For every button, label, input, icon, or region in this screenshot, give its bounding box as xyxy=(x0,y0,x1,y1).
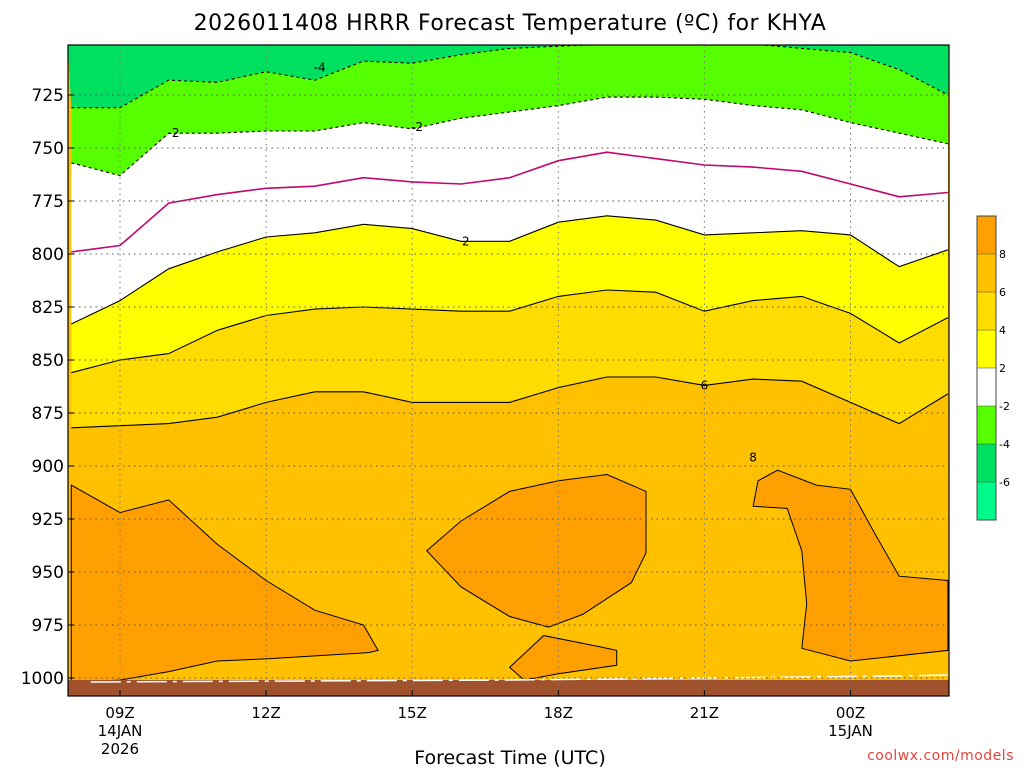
x-tick-label-18Z: 18Z xyxy=(544,704,573,722)
x-tick-label-09Z: 09Z xyxy=(105,704,134,722)
isotherm-2 xyxy=(71,215,949,325)
contour-label-1: -4 xyxy=(314,60,326,74)
x-tick-label-15Z: 15Z xyxy=(398,704,427,722)
band-below-minus4 xyxy=(68,45,949,108)
ground-surface xyxy=(68,680,949,696)
x-tick-sublabel-09Z-2: 2026 xyxy=(101,740,139,758)
colorbar-swatch-2 xyxy=(977,254,996,292)
colorbar-label-6: -4 xyxy=(999,438,1010,451)
isotherm-4 xyxy=(71,289,949,374)
y-tick-label-925: 925 xyxy=(32,510,64,530)
colorbar-swatch-3 xyxy=(977,292,996,330)
y-tick-label-900: 900 xyxy=(32,457,64,477)
isotherm-minus2 xyxy=(71,96,949,177)
band-4-to-6 xyxy=(71,290,948,428)
y-tick-label-725: 725 xyxy=(32,86,64,106)
colorbar-swatch-7 xyxy=(977,444,996,482)
grid-lines xyxy=(68,45,949,696)
contour-label-5: 6 xyxy=(701,378,709,392)
x-tick-label-21Z: 21Z xyxy=(690,704,719,722)
x-tick-sublabel-00Z-1: 15JAN xyxy=(828,722,873,740)
colorbar-swatch-1 xyxy=(977,216,996,254)
y-tick-label-775: 775 xyxy=(32,192,64,212)
temperature-fill-bands xyxy=(68,45,949,696)
y-tick-label-825: 825 xyxy=(32,298,64,318)
isotherm-minus4 xyxy=(71,45,949,109)
colorbar-swatch-6 xyxy=(977,406,996,444)
isotherm-lines xyxy=(71,45,949,429)
colorbar-swatch-8 xyxy=(977,482,996,520)
band-minus2-to-0 xyxy=(71,97,948,252)
y-tick-label-850: 850 xyxy=(32,351,64,371)
y-tick-label-750: 750 xyxy=(32,139,64,159)
colorbar-label-2: 6 xyxy=(999,286,1006,299)
y-tick-label-1000: 1000 xyxy=(21,669,64,689)
band-0-to-2 xyxy=(71,152,948,324)
warm-zone-above-8-4 xyxy=(752,469,949,662)
x-tick-label-12Z: 12Z xyxy=(251,704,280,722)
y-tick-label-800: 800 xyxy=(32,245,64,265)
warm-zone-above-8-1 xyxy=(70,484,379,683)
contour-label-2: -2 xyxy=(168,126,180,140)
contour-label-4: 2 xyxy=(462,234,470,248)
colorbar-label-1: 8 xyxy=(999,248,1006,261)
x-tick-sublabel-09Z-1: 14JAN xyxy=(98,722,143,740)
isotherm-0 xyxy=(71,151,948,253)
chart-title: 2026011408 HRRR Forecast Temperature (ºC… xyxy=(194,11,827,36)
contour-label-6: 8 xyxy=(749,451,757,465)
colorbar-label-4: 2 xyxy=(999,362,1006,375)
colorbar-swatch-4 xyxy=(977,330,996,368)
site-credit: coolwx.com/models xyxy=(867,748,1014,764)
isotherm-6 xyxy=(71,376,949,429)
x-tick-label-00Z: 00Z xyxy=(836,704,865,722)
y-tick-label-950: 950 xyxy=(32,563,64,583)
colorbar-label-5: -2 xyxy=(999,400,1010,413)
contour-labels: -4 -2 -2 2 6 8 xyxy=(168,60,757,465)
band-2-to-4 xyxy=(71,215,948,373)
contour-label-3: -2 xyxy=(411,120,423,134)
colorbar-legend: 8 6 4 2 -2 -4 -6 xyxy=(976,215,1010,521)
y-tick-label-875: 875 xyxy=(32,404,64,424)
warm-zone-above-8-2 xyxy=(426,473,647,628)
band-minus4-to-minus2 xyxy=(71,45,948,176)
plot-frame xyxy=(67,44,950,697)
colorbar-label-3: 4 xyxy=(999,324,1006,337)
y-axis: 725 750 775 800 825 850 875 900 925 950 975 1000 xyxy=(21,86,74,689)
x-axis-label: Forecast Time (UTC) xyxy=(414,747,605,768)
colorbar-label-7: -6 xyxy=(999,476,1010,489)
colorbar-swatch-5 xyxy=(977,368,996,406)
y-tick-label-975: 975 xyxy=(32,616,64,636)
